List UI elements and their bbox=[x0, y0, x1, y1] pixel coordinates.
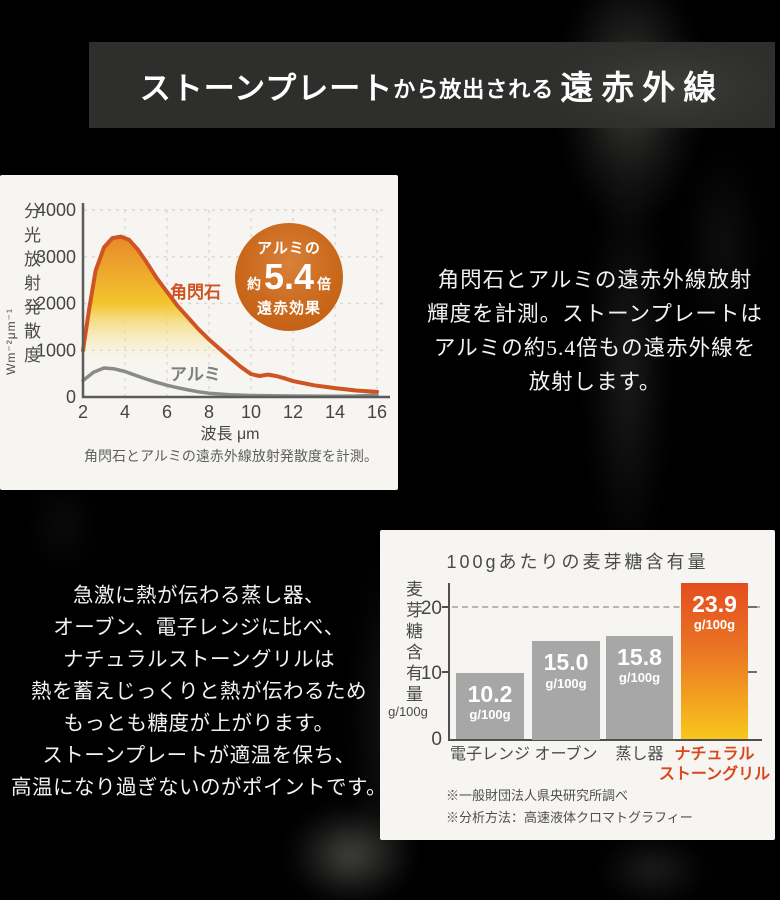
bar-category-label-2: 蒸し器 bbox=[580, 745, 700, 765]
text-line: アルミの約5.4倍もの遠赤外線を bbox=[433, 336, 757, 360]
text-line: 蒸し器 bbox=[615, 746, 664, 763]
bar-chart-y-axis-unit: g/100g bbox=[388, 704, 428, 719]
text-line: オーブン、電子レンジに比べ、 bbox=[53, 617, 345, 639]
text-line: ストーンプレートが適温を保ち、 bbox=[42, 745, 356, 767]
bar-chart-y-axis-label: 麦芽糖含有量 bbox=[403, 580, 422, 706]
svg-text:10: 10 bbox=[241, 402, 261, 422]
badge-top-text: アルミの bbox=[257, 239, 321, 257]
svg-text:12: 12 bbox=[283, 402, 303, 422]
bar-value: 15.0 bbox=[543, 649, 589, 676]
bar-value-unit: g/100g bbox=[693, 617, 736, 633]
bar-0: 10.2 g/100g bbox=[456, 672, 524, 740]
svg-text:2000: 2000 bbox=[36, 294, 76, 314]
infrared-line-chart: 0 1000 2000 3000 4000 2 4 6 8 10 12 14 16 波長 μm bbox=[36, 200, 390, 443]
y-tick-right-20 bbox=[748, 606, 757, 608]
y-tick-right-10 bbox=[748, 671, 757, 673]
title-banner: ストーンプレート から放出される 遠赤外線 bbox=[89, 42, 775, 128]
gridline-20 bbox=[452, 606, 760, 608]
svg-text:16: 16 bbox=[367, 402, 387, 422]
bar-chart-title: 100gあたりの麦芽糖含有量 bbox=[446, 552, 709, 572]
series-label-aluminum: アルミ bbox=[170, 365, 221, 384]
line-chart-y-axis-unit: Wm⁻²μm⁻¹ bbox=[4, 308, 18, 375]
badge-suffix: 倍 bbox=[317, 275, 332, 292]
bar-value: 23.9 bbox=[692, 590, 737, 617]
infrared-description: 角閃石とアルミの遠赤外線放射 輝度を計測。ストーンプレートは アルミの約5.4倍もの… bbox=[415, 263, 775, 399]
bar-value-unit: g/100g bbox=[545, 675, 587, 691]
series-label-amphibole: 角閃石 bbox=[170, 283, 221, 302]
svg-text:6: 6 bbox=[162, 402, 172, 422]
infrared-chart-panel: 0 1000 2000 3000 4000 2 4 6 8 10 12 14 16 波長 μm 分光放射発… bbox=[0, 175, 398, 490]
ratio-badge: アルミの 約 5.4 倍 遠赤効果 bbox=[235, 223, 343, 331]
y-tick-10 bbox=[442, 671, 450, 673]
bar-y-tick-label: 20 bbox=[420, 597, 442, 619]
text-line: ※分析方法：高速液体クロマトグラフィー bbox=[446, 810, 693, 825]
bar-category-label-3: ナチュラルストーングリル bbox=[655, 745, 775, 785]
bar-chart-notes: ※一般財団法人県央研究所調べ ※分析方法：高速液体クロマトグラフィー bbox=[446, 785, 693, 829]
badge-value-row: 約 5.4 倍 bbox=[246, 255, 332, 297]
bar-y-tick-label: 10 bbox=[420, 663, 442, 684]
svg-text:1000: 1000 bbox=[36, 340, 76, 360]
text-line: 輝度を計測。ストーンプレートは bbox=[427, 302, 763, 326]
svg-text:8: 8 bbox=[204, 402, 214, 422]
line-chart-y-axis-label: 分光放射発散度 bbox=[21, 202, 40, 370]
smoke-wisp bbox=[598, 835, 708, 900]
smoke-wisp bbox=[545, 40, 780, 135]
text-line: 高温になり過ぎないのがポイントです。 bbox=[11, 777, 387, 799]
banner-title-main: ストーンプレート bbox=[139, 70, 394, 106]
svg-text:4000: 4000 bbox=[36, 200, 76, 220]
svg-text:3000: 3000 bbox=[36, 247, 76, 267]
text-line: ストーングリル bbox=[658, 766, 771, 783]
text-line: ナチュラルストーングリルは bbox=[63, 649, 335, 671]
text-line: 角閃石とアルミの遠赤外線放射 bbox=[437, 268, 753, 292]
badge-bottom-text: 遠赤効果 bbox=[256, 299, 321, 317]
banner-title-connector: から放出される bbox=[393, 77, 555, 102]
y-tick-20 bbox=[442, 606, 450, 608]
text-line: 熱を蓄えじっくりと熱が伝わるため bbox=[31, 681, 367, 703]
text-line: 電子レンジ bbox=[449, 746, 530, 763]
bar-y-tick-label: 0 bbox=[431, 728, 442, 750]
bar-value-unit: g/100g bbox=[618, 670, 661, 686]
maltose-description: 急激に熱が伝わる蒸し器、 オーブン、電子レンジに比べ、 ナチュラルストーングリルは熱… bbox=[0, 580, 398, 804]
maltose-chart-panel: 100gあたりの麦芽糖含有量 麦芽糖含有量 g/100g 0 10 20 10.2 g/… bbox=[380, 530, 775, 840]
svg-text:0: 0 bbox=[66, 387, 76, 407]
svg-text:波長 μm: 波長 μm bbox=[201, 425, 260, 443]
bar-category-label-0: 電子レンジ bbox=[430, 745, 550, 765]
svg-text:2: 2 bbox=[78, 402, 88, 422]
banner-title-accent: 遠赤外線 bbox=[560, 71, 725, 107]
bar-1: 15.0 g/100g bbox=[532, 641, 600, 740]
badge-prefix: 約 bbox=[246, 275, 261, 292]
bar-category-label-1: オーブン bbox=[506, 745, 626, 765]
text-line: 急激に熱が伝わる蒸し器、 bbox=[73, 585, 325, 607]
x-axis-line bbox=[448, 739, 762, 741]
text-line: 放射します。 bbox=[528, 370, 662, 394]
bar-3: 23.9 g/100g bbox=[681, 582, 748, 740]
svg-text:14: 14 bbox=[325, 402, 345, 422]
text-line: もっとも糖度が上がります。 bbox=[63, 713, 335, 735]
text-line: ※一般財団法人県央研究所調べ bbox=[446, 788, 629, 803]
bar-value-unit: g/100g bbox=[469, 706, 511, 722]
badge-value: 5.4 bbox=[263, 255, 315, 297]
smoke-wisp bbox=[585, 170, 670, 570]
maltose-bar-chart: 0 10 20 10.2 g/100g 電子レンジ 15.0 g/100g オーブン 15.8 g/… bbox=[380, 530, 775, 840]
text-line: ナチュラル bbox=[674, 746, 755, 763]
text-line: オーブン bbox=[534, 746, 598, 763]
line-chart-caption: 角閃石とアルミの遠赤外線放射発散度を計測。 bbox=[84, 450, 378, 465]
smoke-wisp bbox=[680, 140, 765, 350]
bar-2: 15.8 g/100g bbox=[606, 636, 673, 740]
y-axis-line bbox=[448, 583, 450, 741]
bar-value: 15.8 bbox=[617, 644, 662, 670]
bar-value: 10.2 bbox=[467, 680, 513, 707]
svg-text:4: 4 bbox=[120, 402, 130, 422]
